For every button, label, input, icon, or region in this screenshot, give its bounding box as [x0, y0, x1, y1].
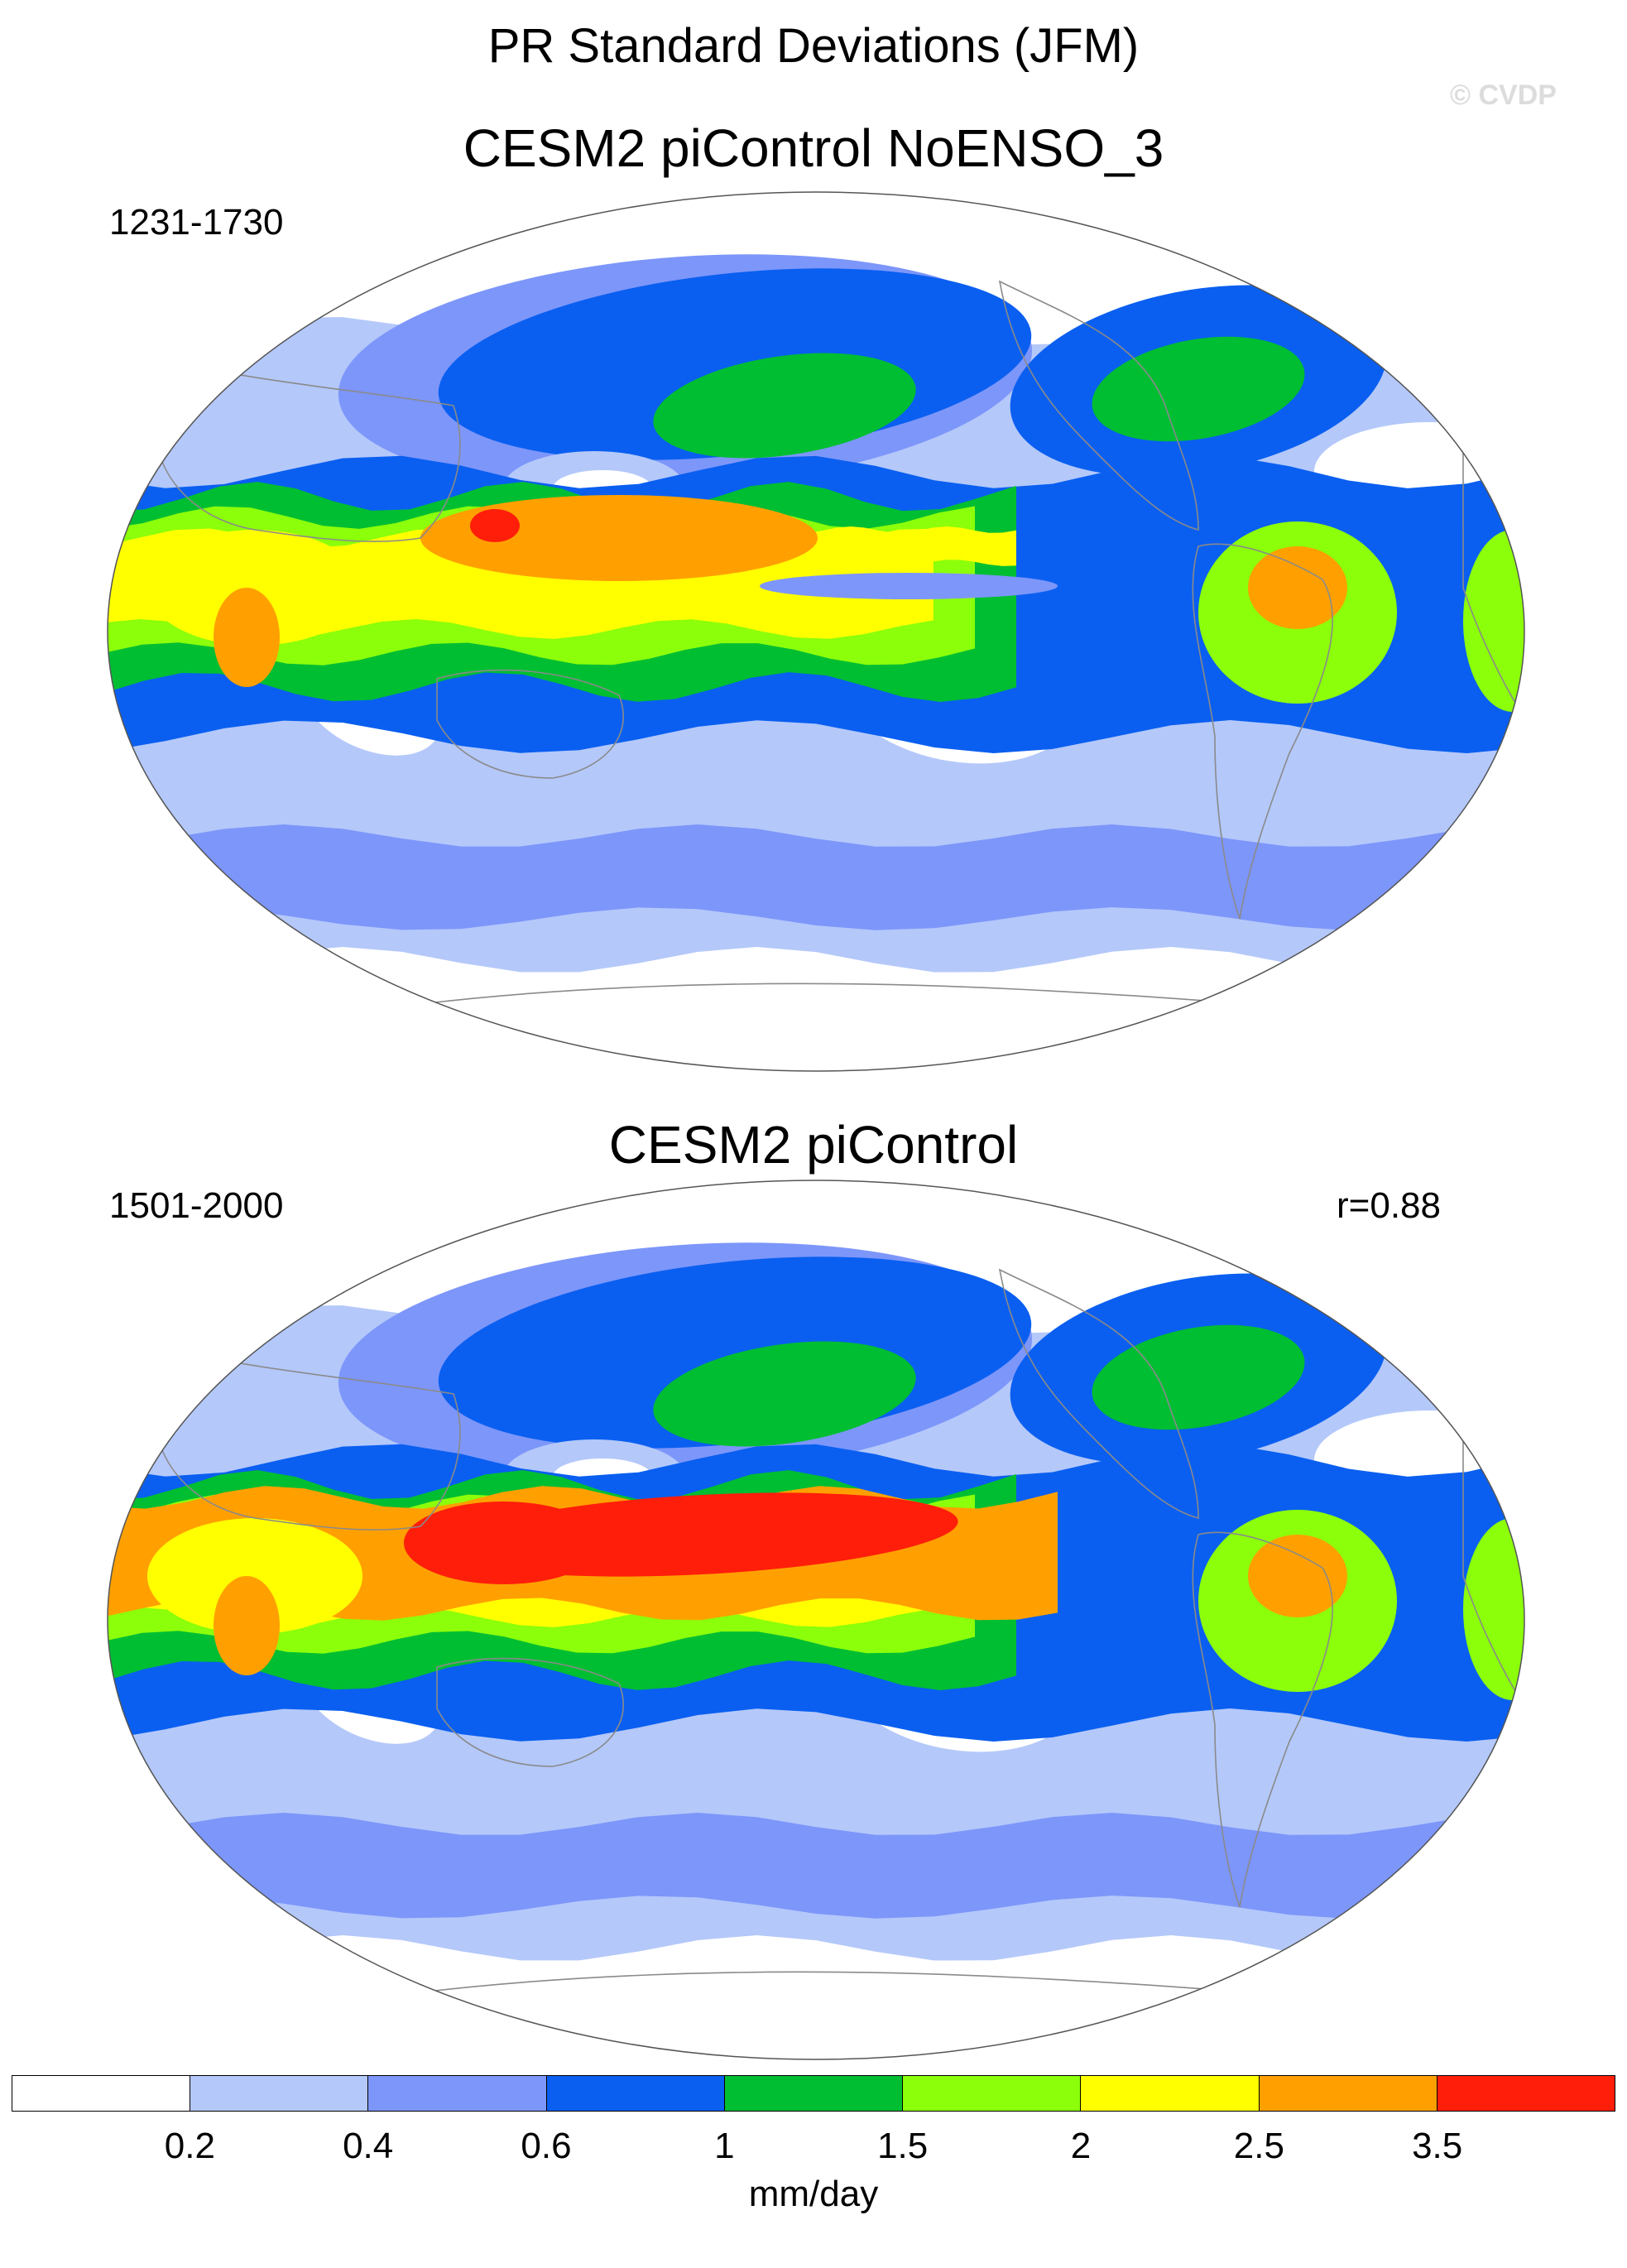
southern-ocean-field [108, 824, 1524, 930]
panel-1-title: CESM2 piControl NoENSO_3 [463, 118, 1164, 178]
panel-2-title: CESM2 piControl [608, 1115, 1019, 1175]
figure-title: PR Standard Deviations (JFM) [487, 19, 1140, 73]
maritime-continent-field [147, 530, 362, 646]
panel-2-period: 1501-2000 [109, 1185, 284, 1226]
maritime-continent-core [214, 1576, 280, 1675]
warm-pool-max [470, 509, 520, 542]
north-pacific-green [653, 353, 916, 459]
colorbar-swatch [367, 2075, 547, 2112]
colorbar-swatch [1436, 2075, 1615, 2112]
warm-pool-orange [420, 495, 818, 581]
colorbar-tick-label: 2 [1070, 2126, 1092, 2166]
maritime-continent-core [214, 588, 280, 687]
north-atlantic-green [1092, 336, 1305, 442]
north-america-outline [998, 1268, 1199, 1520]
africa-field [1463, 1518, 1524, 1700]
colorbar-tick-label: 0.6 [521, 2126, 572, 2166]
antarctic-low-field [108, 947, 1524, 1071]
australia-outline [436, 1657, 624, 1767]
panel-2-map [107, 1180, 1525, 2060]
panel-1-period: 1231-1730 [109, 202, 284, 243]
colorbar-tick-label: 0.4 [343, 2126, 394, 2166]
australia-outline [436, 669, 624, 779]
southern-ocean-field [108, 1813, 1524, 1919]
antarctic-low-field [108, 1935, 1524, 2059]
colorbar-swatch [1258, 2075, 1437, 2112]
map-border [107, 1180, 1525, 2060]
colorbar-tick-label: 0.2 [164, 2126, 215, 2166]
north-atlantic-green [1092, 1324, 1305, 1430]
equatorial-cold-tongue [760, 573, 1058, 599]
eurasia-outline [155, 354, 461, 542]
panel-2-correlation: r=0.88 [1337, 1185, 1441, 1226]
watermark: © CVDP [1450, 79, 1557, 111]
amazon-core [1248, 1535, 1347, 1617]
colorbar-tick-label: 1 [714, 2126, 735, 2166]
north-pacific-green [653, 1341, 916, 1447]
maritime-continent-field [147, 1518, 362, 1634]
eurasia-outline [155, 1343, 461, 1530]
colorbar-swatch [902, 2075, 1082, 2112]
colorbar-units: mm/day [748, 2174, 879, 2214]
colorbar-tick-label: 1.5 [877, 2126, 929, 2166]
panel-1-map [107, 191, 1525, 1072]
colorbar-swatch [1080, 2075, 1260, 2112]
colorbar-swatch [190, 2075, 369, 2112]
map-border [107, 191, 1525, 1072]
warm-pool-max [404, 1502, 602, 1584]
south-america-outline [1192, 543, 1333, 920]
colorbar-swatch [545, 2075, 725, 2112]
colorbar-tick-label: 2.5 [1233, 2126, 1284, 2166]
colorbar-swatch [723, 2075, 904, 2112]
north-america-outline [998, 280, 1199, 531]
colorbar-swatch [12, 2075, 191, 2112]
colorbar [12, 2075, 1615, 2112]
amazon-core [1248, 546, 1347, 629]
africa-field [1463, 530, 1524, 712]
south-america-outline [1192, 1531, 1333, 1908]
colorbar-tick-label: 3.5 [1412, 2126, 1463, 2166]
